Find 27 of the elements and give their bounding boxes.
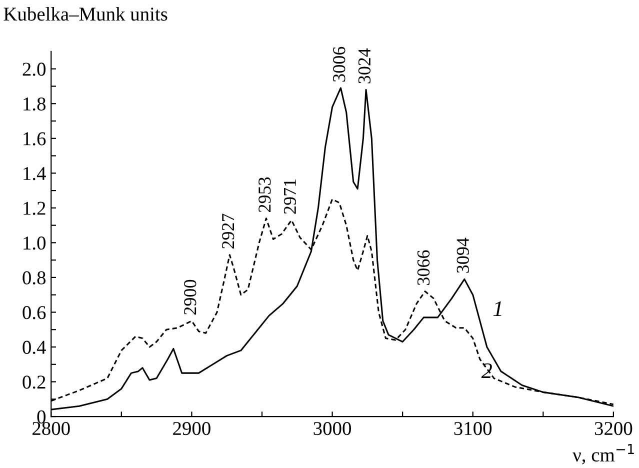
annotation: 3094 <box>456 238 469 273</box>
x-tick-label: 3200 <box>594 422 632 436</box>
y-tick-label: 0.8 <box>22 271 46 284</box>
annotation: 3024 <box>358 48 371 84</box>
y-tick-label: 2.0 <box>22 62 46 76</box>
y-tick-label: 1.8 <box>24 97 46 111</box>
annotation: 3006 <box>333 46 346 82</box>
annotation: 2927 <box>222 214 234 249</box>
x-axis-title: ν, cm$^{−1}$ <box>572 444 634 464</box>
annotation: 3066 <box>417 250 430 285</box>
y-tick-label: 1.6 <box>24 132 46 146</box>
y-tick-label: 1.4 <box>24 167 46 180</box>
annotation: 2971 <box>284 180 296 214</box>
x-tick-label: 3100 <box>454 422 492 436</box>
y-tick-label: 0 <box>37 410 46 424</box>
y-tick-label: 1.0 <box>24 236 46 250</box>
y-axis-title: Kubelka–Munk units <box>4 7 168 21</box>
y-tick-label: 0.2 <box>22 376 46 389</box>
x-tick-label: 2900 <box>173 422 210 436</box>
y-tick-label: 0.4 <box>22 340 46 354</box>
y-tick-label: 0.6 <box>22 306 46 320</box>
annotation: 2953 <box>258 177 271 212</box>
x-tick-label: 2800 <box>32 422 70 436</box>
annotation: 2900 <box>184 280 196 315</box>
y-tick-label: 1.2 <box>24 202 46 215</box>
annotation: 1 <box>493 301 502 316</box>
x-tick-label: 3000 <box>314 422 351 436</box>
